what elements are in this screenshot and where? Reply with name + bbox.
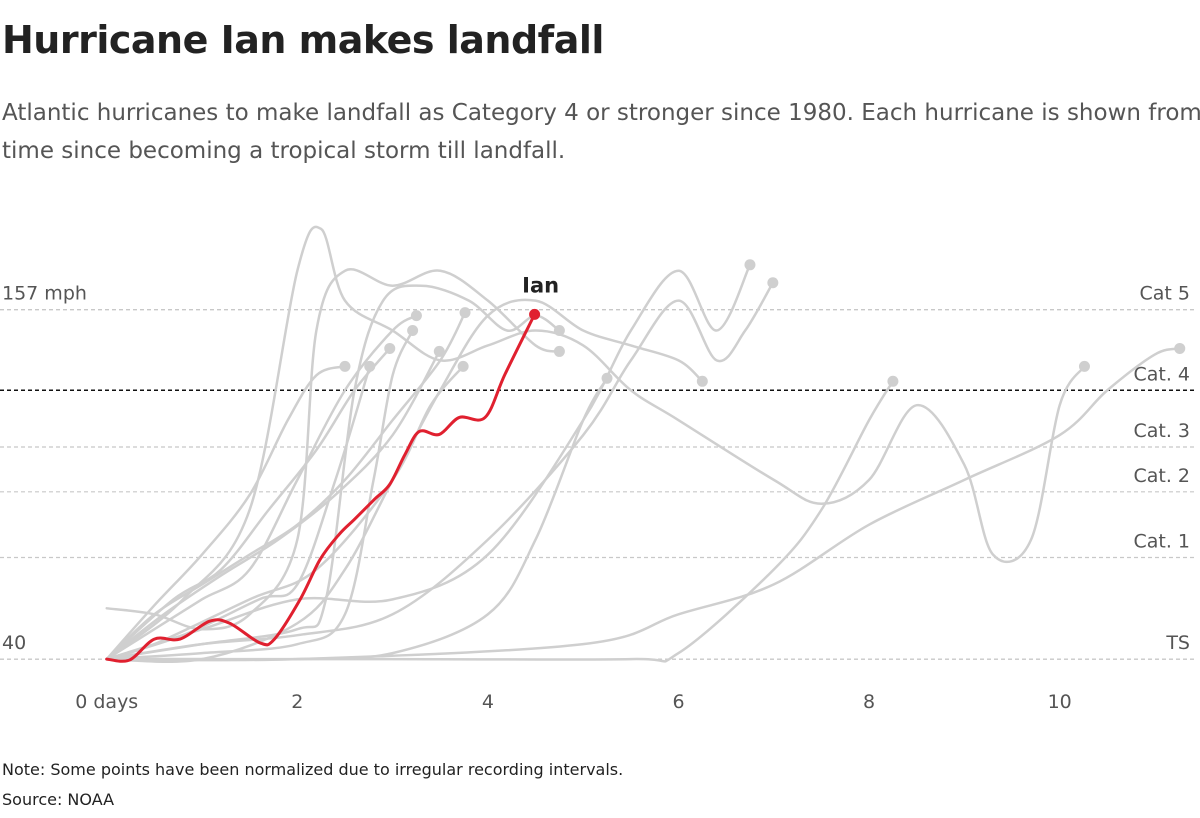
end-dot (553, 325, 565, 337)
threshold-label: Cat. 3 (1133, 420, 1190, 442)
series-line (105, 350, 441, 661)
threshold-label: Cat. 4 (1133, 363, 1190, 385)
x-tick-label: 4 (482, 691, 494, 713)
x-tick-label: 2 (291, 691, 303, 713)
series-line (105, 312, 537, 663)
end-dot (384, 342, 396, 354)
end-dot (457, 360, 469, 372)
end-dot (601, 372, 613, 384)
end-dot (407, 325, 419, 337)
series-line (105, 380, 895, 663)
threshold-label: Cat 5 (1140, 283, 1191, 305)
y-tick-label: 40 (2, 632, 26, 654)
threshold-label: Cat. 2 (1133, 465, 1190, 487)
end-dot (529, 308, 541, 320)
end-dot (339, 360, 351, 372)
series-line (105, 377, 609, 661)
series-line (105, 347, 1181, 662)
end-dot (1174, 342, 1186, 354)
x-tick-label: 10 (1048, 691, 1072, 713)
series-line (105, 311, 467, 661)
series-line (105, 284, 561, 661)
end-dot (767, 277, 779, 289)
chart-subtitle: Atlantic hurricanes to make landfall as … (2, 100, 1200, 164)
end-dot (887, 375, 899, 387)
series-line (105, 314, 418, 661)
note: Note: Some points have been normalized d… (2, 760, 624, 779)
series-label: Ian (522, 273, 559, 297)
end-dot (410, 310, 422, 322)
end-dot (459, 307, 471, 319)
series-line (105, 365, 347, 661)
y-tick-label: 157 mph (2, 283, 87, 305)
series-line (105, 281, 775, 661)
series-line (105, 225, 1086, 661)
end-dot (744, 259, 756, 271)
end-dot (364, 360, 376, 372)
end-dot (553, 345, 565, 357)
series-line (105, 329, 414, 661)
end-dot (1078, 360, 1090, 372)
threshold-label: TS (1165, 632, 1190, 654)
series-line (105, 365, 371, 661)
chart-title: Hurricane Ian makes landfall (2, 18, 604, 62)
threshold-label: Cat. 1 (1133, 531, 1190, 553)
source: Source: NOAA (2, 790, 115, 809)
end-dot (696, 375, 708, 387)
series-line (105, 268, 561, 631)
x-tick-label: 8 (863, 691, 875, 713)
x-tick-label: 0 days (75, 691, 138, 713)
x-tick-label: 6 (672, 691, 684, 713)
end-dot (433, 345, 445, 357)
